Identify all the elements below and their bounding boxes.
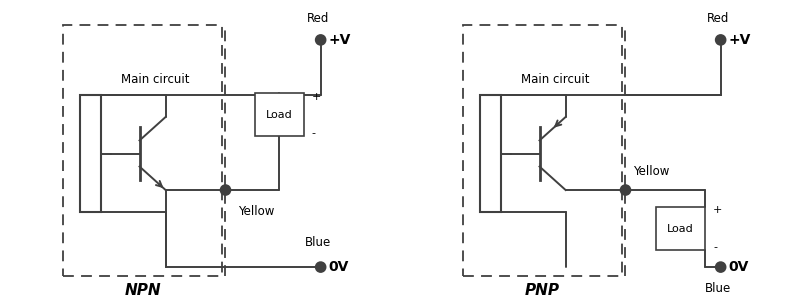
Text: Red: Red bbox=[306, 12, 329, 25]
Text: -: - bbox=[311, 128, 315, 138]
Text: PNP: PNP bbox=[525, 283, 560, 298]
Text: Blue: Blue bbox=[705, 282, 730, 295]
Text: Load: Load bbox=[667, 223, 694, 234]
Text: Load: Load bbox=[266, 110, 293, 120]
Circle shape bbox=[316, 262, 326, 272]
Text: +V: +V bbox=[328, 33, 350, 47]
Bar bbox=[480, 95, 501, 212]
Text: +: + bbox=[311, 91, 321, 102]
Circle shape bbox=[716, 35, 726, 45]
Bar bbox=[62, 25, 222, 276]
Bar bbox=[254, 94, 304, 137]
Text: Blue: Blue bbox=[305, 236, 330, 249]
Text: Yellow: Yellow bbox=[238, 205, 274, 218]
Text: Main circuit: Main circuit bbox=[121, 73, 189, 86]
Bar bbox=[462, 25, 622, 276]
Circle shape bbox=[716, 262, 726, 272]
Text: +V: +V bbox=[728, 33, 750, 47]
Text: 0V: 0V bbox=[328, 260, 349, 274]
Circle shape bbox=[316, 35, 326, 45]
Text: Red: Red bbox=[706, 12, 729, 25]
Bar bbox=[80, 95, 101, 212]
Text: 0V: 0V bbox=[728, 260, 749, 274]
Circle shape bbox=[621, 185, 630, 195]
Text: +: + bbox=[713, 205, 722, 215]
Text: -: - bbox=[713, 242, 717, 252]
Text: Main circuit: Main circuit bbox=[521, 73, 589, 86]
Bar bbox=[656, 207, 706, 250]
Text: Yellow: Yellow bbox=[633, 165, 670, 178]
Circle shape bbox=[221, 185, 230, 195]
Text: NPN: NPN bbox=[124, 283, 161, 298]
